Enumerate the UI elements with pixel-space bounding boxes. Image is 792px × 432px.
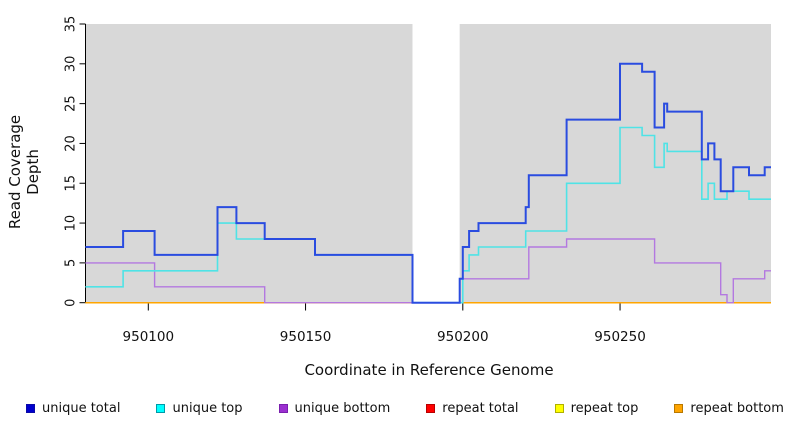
y-tick-label: 25	[64, 95, 79, 112]
legend-label-repeat-total: repeat total	[442, 400, 519, 416]
x-tick-label: 950100	[123, 329, 175, 345]
x-tick-label: 950200	[437, 329, 489, 345]
legend-item-unique-top: unique top	[156, 400, 243, 416]
legend-item-repeat-bottom: repeat bottom	[674, 401, 784, 416]
coverage-plot: 0 5 10 15 20 25 30 35 950100 950150 950200 950250	[64, 16, 772, 345]
legend-swatch-repeat-bottom	[674, 403, 684, 413]
legend-label-unique-total: unique total	[42, 400, 121, 416]
legend-item-repeat-total: repeat total	[426, 400, 519, 416]
series-unique-total	[85, 62, 771, 304]
legend-label-unique-bottom: unique bottom	[294, 400, 391, 416]
legend-item-unique-total: unique total	[26, 401, 120, 416]
legend-swatch-unique-bottom	[278, 403, 288, 413]
legend: unique total unique top unique bottom repea…	[26, 399, 784, 417]
x-axis-label: Coordinate in Reference Genome	[304, 361, 554, 379]
y-tick-label: 0	[64, 299, 79, 307]
y-tick-label: 15	[64, 175, 79, 192]
y-tick-label: 35	[64, 16, 79, 33]
legend-label-repeat-top: repeat top	[570, 400, 639, 416]
legend-swatch-unique-top	[156, 403, 166, 413]
y-tick-label: 10	[64, 215, 79, 232]
legend-swatch-repeat-top	[554, 403, 564, 413]
y-tick-label: 20	[64, 135, 79, 152]
series-unique-bottom	[85, 238, 771, 304]
legend-label-repeat-bottom: repeat bottom	[690, 400, 784, 416]
x-tick-label: 950250	[594, 329, 646, 345]
x-tick-label: 950150	[280, 329, 332, 345]
masked-region	[412, 22, 460, 303]
legend-swatch-unique-total	[26, 403, 35, 413]
y-axis-label: Read Coverage Depth	[6, 114, 42, 230]
legend-item-repeat-top: repeat top	[554, 400, 639, 416]
legend-item-unique-bottom: unique bottom	[278, 400, 391, 416]
legend-swatch-repeat-total	[426, 403, 436, 413]
legend-label-unique-top: unique top	[172, 400, 243, 416]
y-tick-label: 5	[64, 259, 79, 267]
y-tick-label: 30	[64, 56, 79, 73]
